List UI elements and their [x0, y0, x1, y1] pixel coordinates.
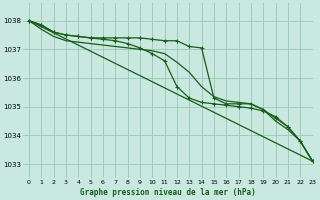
X-axis label: Graphe pression niveau de la mer (hPa): Graphe pression niveau de la mer (hPa) [80, 188, 256, 197]
